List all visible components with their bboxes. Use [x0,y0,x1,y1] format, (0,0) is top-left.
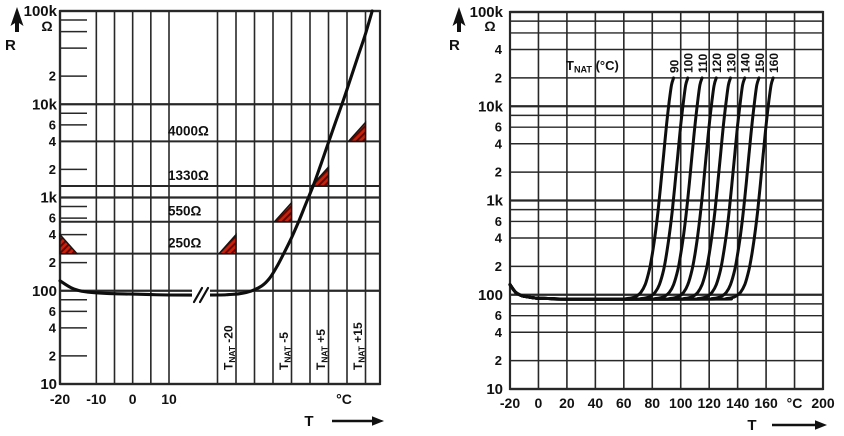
y-minor-label: 6 [49,211,56,226]
right-x-axis-labels: -20 0 20 40 60 80 100 120 140 160 °C 200 T [500,395,835,434]
y-decade-label: 10 [486,381,503,398]
y-minor-label: 6 [495,308,502,323]
y-minor-label: 4 [49,227,57,242]
y-minor-label: 2 [495,165,502,180]
y-minor-label: 6 [495,214,502,229]
tnat-line-label: TNAT +15 [351,322,367,370]
x-tick-label: °C [787,395,803,411]
right-curve-labels: 90 100 110 120 130 140 150 160 [667,53,781,73]
left-rt-curve [58,9,374,297]
y-minor-label: 6 [495,120,502,135]
y-minor-label: 6 [49,117,56,132]
y-minor-label: 2 [495,353,502,368]
x-axis-right-arrow-icon [332,416,384,426]
y-minor-label: 2 [49,69,56,84]
x-tick-label: 80 [644,395,660,411]
x-tick-label: 100 [669,395,693,411]
x-tick-label: 200 [811,395,835,411]
curve-tnat-value-label: 160 [767,53,781,73]
x-axis-letter: T [747,417,756,434]
y-axis-up-arrow-icon [10,7,24,32]
curve-tnat-value-label: 140 [739,53,753,73]
x-tick-label: 0 [535,395,543,411]
x-axis-letter: T [304,413,313,430]
left-x-axis-labels: -20 -10 0 10 °C T [50,391,384,430]
curve-tnat-value-label: 120 [710,53,724,73]
y-axis-unit: Ω [484,18,495,34]
x-tick-label: -20 [500,395,520,411]
x-tick-label: 40 [588,395,604,411]
y-decade-label: 10k [478,98,504,115]
y-minor-label: 4 [49,320,57,335]
x-tick-label: 20 [559,395,575,411]
x-axis-right-arrow-icon [772,420,827,430]
y-decade-label: 10k [32,96,58,113]
tnat-line-label: TNAT -5 [277,332,293,370]
left-y-axis-ticks [60,19,87,357]
y-axis-up-arrow-icon [452,7,466,32]
x-tick-label: -20 [50,391,70,407]
tnat-line-label: TNAT -20 [222,325,238,370]
limit-triangle [59,232,79,255]
y-minor-label: 2 [495,70,502,85]
y-minor-label: 2 [495,259,502,274]
curve-tnat-value-label: 110 [696,53,710,73]
y-minor-label: 4 [49,134,57,149]
y-minor-label: 4 [495,325,503,340]
right-curve-family [508,76,775,301]
spec-resistance-label: 550Ω [168,204,202,219]
y-minor-label: 6 [49,304,56,319]
left-tnat-labels: TNAT -20 TNAT -5 TNAT +5 TNAT +15 [222,322,367,370]
x-tick-label: 140 [726,395,750,411]
y-decade-label: 100k [470,4,504,21]
y-axis-letter: R [449,37,460,54]
y-decade-label: 100 [478,287,503,304]
spec-resistance-label: 1330Ω [168,168,209,183]
y-minor-label: 4 [495,136,503,151]
left-spec-labels: 4000Ω 1330Ω 550Ω 250Ω [168,123,209,250]
curve-tnat-value-label: 90 [667,59,681,73]
curve-tnat-value-label: 130 [724,53,738,73]
left-horizontal-gridlines [60,9,380,386]
y-minor-label: 2 [49,255,56,270]
y-minor-label: 4 [495,231,503,246]
y-decade-label: 100 [32,283,57,300]
tnat-family-label: TNAT (°C) [566,58,619,75]
x-tick-label: 120 [698,395,722,411]
x-tick-label: 10 [161,391,177,407]
left-limit-triangles [59,120,367,255]
curve-tnat-value-label: 150 [753,53,767,73]
y-decade-label: 10 [40,376,57,393]
left-vertical-gridlines [58,9,382,386]
y-decade-label: 1k [40,190,57,207]
limit-triangle [217,232,237,255]
y-axis-letter: R [5,37,16,54]
curve-tnat-value-label: 100 [682,53,696,73]
y-decade-label: 1k [486,193,503,210]
spec-resistance-label: 250Ω [168,236,202,251]
y-minor-label: 2 [49,162,56,177]
x-tick-label: -10 [86,391,106,407]
spec-resistance-label: 4000Ω [168,123,209,138]
right-vertical-gridlines [508,10,825,391]
y-decade-label: 100k [24,3,58,20]
limit-triangle [346,120,367,143]
tnat-line-label: TNAT +5 [314,329,330,370]
limit-triangle [272,200,293,223]
rt-curve-tnat-160 [508,76,775,301]
y-minor-label: 4 [495,42,503,57]
y-minor-label: 2 [49,348,56,363]
x-tick-label: 0 [129,391,137,407]
y-axis-unit: Ω [41,18,52,34]
x-tick-label: 60 [616,395,632,411]
axis-break-symbol [192,286,210,304]
x-axis-unit: °C [336,391,352,407]
x-tick-label: 160 [754,395,778,411]
